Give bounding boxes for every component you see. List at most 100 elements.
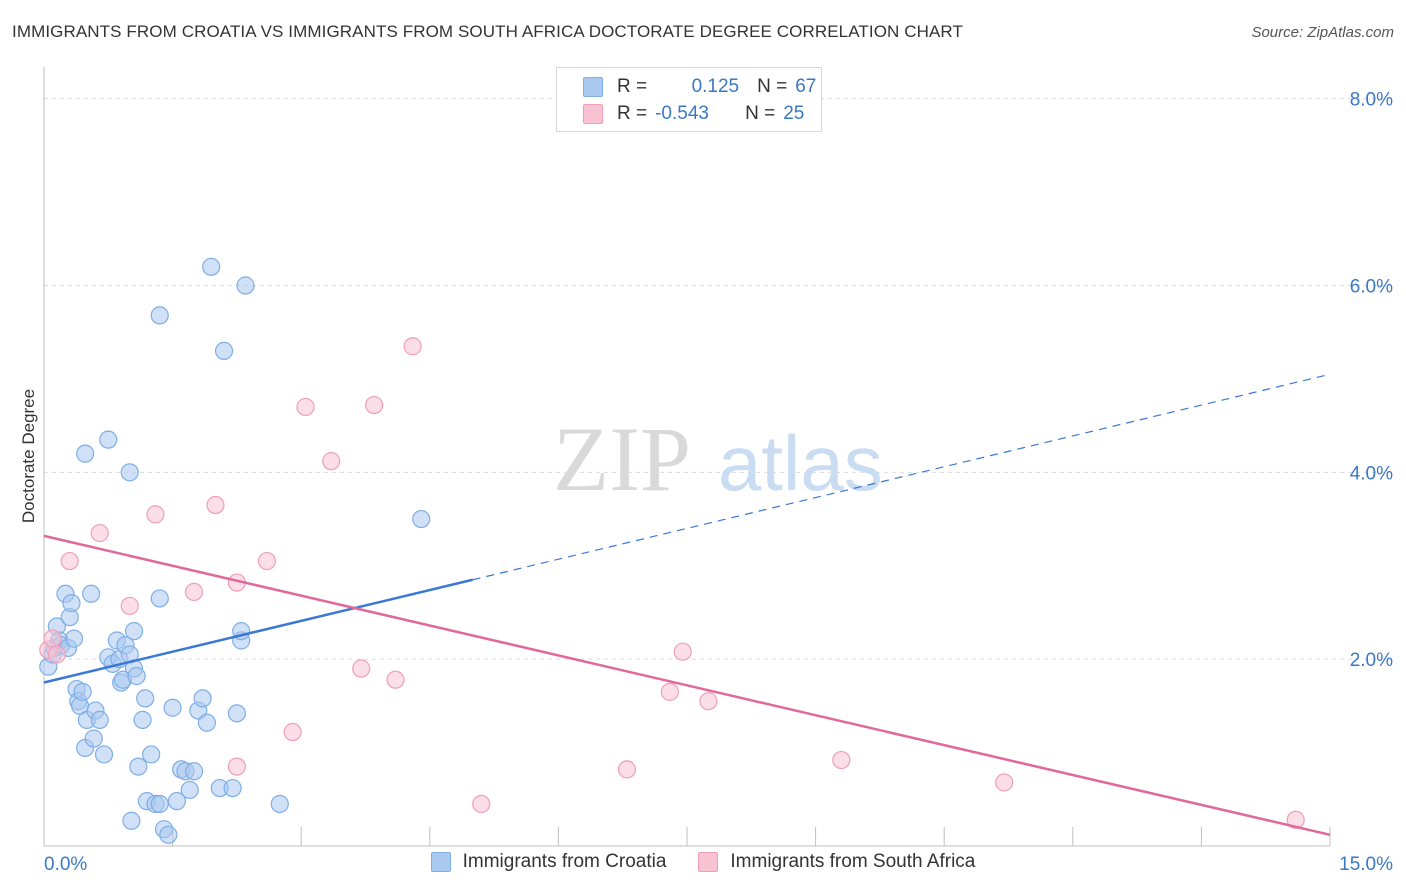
legend-row-south-africa: R = -0.543 N = 25 (583, 102, 804, 126)
trend-line-south-africa (43, 534, 1331, 837)
south-africa-point (660, 682, 679, 701)
south-africa-point (403, 337, 422, 356)
croatia-point (163, 698, 182, 717)
watermark-atlas: atlas (718, 419, 883, 507)
croatia-point (227, 704, 246, 723)
south-africa-point (90, 523, 109, 543)
n-label: N = (757, 76, 788, 97)
y-tick-label: 4.0% (1350, 463, 1393, 484)
south-africa-point (995, 773, 1014, 792)
chart-title: IMMIGRANTS FROM CROATIA VS IMMIGRANTS FR… (12, 22, 963, 41)
grid (44, 98, 1392, 660)
r-value-south-africa: -0.543 (655, 103, 709, 124)
croatia-point (150, 794, 169, 814)
r-label: R = (617, 76, 648, 97)
croatia-point (90, 710, 109, 729)
y-axis-label: Doctorate Degree (19, 389, 38, 523)
south-africa-point (472, 794, 491, 814)
x-tick-label: 15.0% (1339, 854, 1393, 875)
x-tick-label: 0.0% (44, 854, 87, 875)
south-africa-point (257, 551, 277, 571)
croatia-point (133, 710, 152, 729)
y-tick-label: 2.0% (1350, 650, 1393, 671)
croatia-point (159, 825, 178, 844)
legend-label-croatia: Immigrants from Croatia (462, 851, 667, 872)
croatia-point (167, 792, 186, 811)
n-value-croatia: 67 (795, 76, 817, 97)
legend-label-south-africa: Immigrants from South Africa (730, 851, 976, 872)
croatia-point (223, 778, 242, 798)
south-africa-point (47, 645, 66, 664)
legend-swatch-croatia (583, 77, 603, 97)
croatia-point (142, 745, 161, 764)
croatia-point (412, 509, 431, 529)
legend-item-croatia: Immigrants from Croatia (430, 851, 667, 873)
croatia-point (202, 257, 221, 276)
croatia-point (214, 341, 234, 361)
x-tick-labels: 0.0% 15.0% (44, 854, 1393, 875)
south-africa-point (227, 757, 246, 776)
croatia-point (120, 463, 139, 482)
croatia-point (193, 689, 212, 708)
legend-swatch-croatia (430, 852, 451, 872)
croatia-point (197, 713, 216, 732)
south-africa-point (60, 551, 79, 571)
croatia-point (184, 762, 204, 781)
croatia-point (64, 629, 84, 648)
data-points (39, 257, 1305, 844)
n-value-south-africa: 25 (783, 103, 805, 124)
x-ticks (172, 827, 1331, 846)
r-label: R = (617, 103, 648, 124)
y-tick-label: 6.0% (1350, 277, 1393, 298)
croatia-point (84, 729, 103, 748)
croatia-point (150, 306, 169, 325)
croatia-point (94, 745, 114, 764)
y-tick-labels: 2.0% 4.0% 6.0% 8.0% (1350, 90, 1393, 671)
south-africa-point (1286, 810, 1305, 829)
legend-row-croatia: R = 0.125 N = 67 (583, 75, 816, 99)
south-africa-point (296, 397, 315, 417)
south-africa-point (673, 642, 692, 661)
croatia-point (82, 584, 101, 603)
legend-swatch-south-africa (583, 104, 603, 124)
croatia-point (127, 666, 146, 686)
trend-line-croatia (43, 578, 473, 684)
watermark-zip: ZIP (553, 408, 691, 510)
south-africa-point (699, 692, 718, 711)
croatia-point (62, 594, 81, 613)
croatia-point (236, 276, 255, 295)
croatia-point (129, 757, 148, 776)
south-africa-point (283, 722, 302, 742)
legend-swatch-south-africa (698, 852, 719, 872)
croatia-point (270, 794, 289, 814)
n-label: N = (745, 103, 776, 124)
croatia-point (99, 430, 118, 449)
croatia-point (150, 589, 169, 608)
trend-line-croatia-extension (472, 373, 1331, 581)
south-africa-point (206, 495, 225, 515)
south-africa-point (364, 395, 384, 415)
croatia-point (124, 622, 144, 641)
source-label: Source: ZipAtlas.com (1251, 24, 1394, 41)
south-africa-point (120, 596, 139, 616)
south-africa-point (352, 659, 371, 678)
croatia-point (122, 811, 141, 830)
y-tick-label: 8.0% (1350, 90, 1393, 111)
series-legend: Immigrants from Croatia Immigrants from … (0, 851, 1406, 873)
south-africa-point (617, 760, 637, 779)
croatia-point (136, 689, 155, 708)
trend-lines (43, 373, 1331, 837)
croatia-point (76, 444, 95, 463)
south-africa-point (832, 750, 851, 770)
correlation-legend: R = 0.125 N = 67 R = -0.543 N = 25 (556, 67, 822, 132)
croatia-point (73, 682, 92, 701)
south-africa-point (184, 582, 204, 602)
croatia-point (180, 780, 199, 800)
south-africa-point (146, 505, 165, 524)
south-africa-point (43, 629, 62, 648)
legend-item-south-africa: Immigrants from South Africa (698, 851, 975, 873)
south-africa-point (322, 452, 341, 471)
south-africa-point (386, 670, 405, 689)
r-value-croatia: 0.125 (691, 76, 740, 97)
